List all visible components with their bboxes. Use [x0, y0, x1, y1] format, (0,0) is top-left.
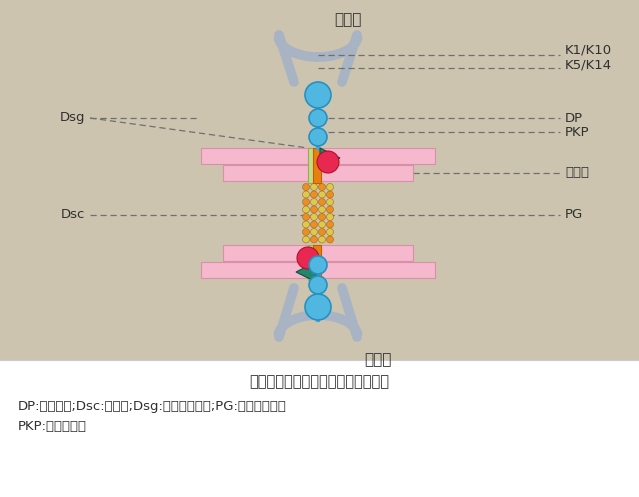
Circle shape	[318, 191, 325, 198]
Circle shape	[327, 191, 334, 198]
Circle shape	[327, 214, 334, 221]
Text: PKP: PKP	[565, 127, 590, 140]
Circle shape	[302, 198, 309, 205]
Circle shape	[305, 294, 331, 320]
Circle shape	[311, 229, 318, 236]
Text: PG: PG	[565, 209, 583, 222]
Circle shape	[311, 236, 318, 243]
Text: Dsc: Dsc	[61, 209, 85, 222]
Circle shape	[302, 183, 309, 190]
Circle shape	[311, 206, 318, 213]
Circle shape	[318, 214, 325, 221]
Bar	[308, 245, 320, 280]
Circle shape	[302, 206, 309, 213]
Circle shape	[327, 221, 334, 228]
Circle shape	[327, 236, 334, 243]
Circle shape	[309, 256, 327, 274]
Circle shape	[318, 206, 325, 213]
Text: 细胞膜: 细胞膜	[565, 166, 589, 179]
Circle shape	[297, 247, 319, 269]
Circle shape	[311, 183, 318, 190]
Circle shape	[311, 214, 318, 221]
Circle shape	[311, 221, 318, 228]
Text: Dsg: Dsg	[59, 111, 85, 125]
Bar	[223, 165, 413, 181]
Circle shape	[318, 183, 325, 190]
Circle shape	[309, 109, 327, 127]
Polygon shape	[320, 148, 340, 168]
Circle shape	[311, 191, 318, 198]
Circle shape	[302, 229, 309, 236]
Bar	[0, 360, 639, 497]
Circle shape	[318, 229, 325, 236]
Circle shape	[318, 236, 325, 243]
Bar	[201, 148, 435, 164]
Circle shape	[309, 276, 327, 294]
Bar	[308, 148, 320, 183]
Text: 细胞内: 细胞内	[364, 352, 392, 367]
Circle shape	[327, 198, 334, 205]
Bar	[313, 148, 321, 183]
Circle shape	[302, 236, 309, 243]
Text: 细胞内: 细胞内	[334, 12, 362, 27]
Polygon shape	[296, 262, 316, 282]
Circle shape	[305, 82, 331, 108]
Circle shape	[318, 221, 325, 228]
Circle shape	[309, 128, 327, 146]
Text: DP:桥班蛋白;Dsc:桥黏素;Dsg:桥粒芯糖蛋白;PG:桥班珠蛋白；: DP:桥班蛋白;Dsc:桥黏素;Dsg:桥粒芯糖蛋白;PG:桥班珠蛋白；	[18, 400, 287, 413]
Bar	[313, 245, 321, 280]
Bar	[223, 245, 413, 261]
Circle shape	[317, 151, 339, 173]
Circle shape	[327, 206, 334, 213]
Circle shape	[311, 198, 318, 205]
Text: 桥粒的主要超微结构特征及分子组成: 桥粒的主要超微结构特征及分子组成	[249, 374, 389, 389]
Circle shape	[302, 214, 309, 221]
Text: K1/K10: K1/K10	[565, 44, 612, 57]
Circle shape	[302, 221, 309, 228]
Text: K5/K14: K5/K14	[565, 59, 612, 72]
Bar	[201, 262, 435, 278]
Circle shape	[327, 183, 334, 190]
Text: DP: DP	[565, 111, 583, 125]
Text: PKP:班菲素蛋白: PKP:班菲素蛋白	[18, 420, 87, 433]
Circle shape	[302, 191, 309, 198]
Circle shape	[327, 229, 334, 236]
Circle shape	[318, 198, 325, 205]
